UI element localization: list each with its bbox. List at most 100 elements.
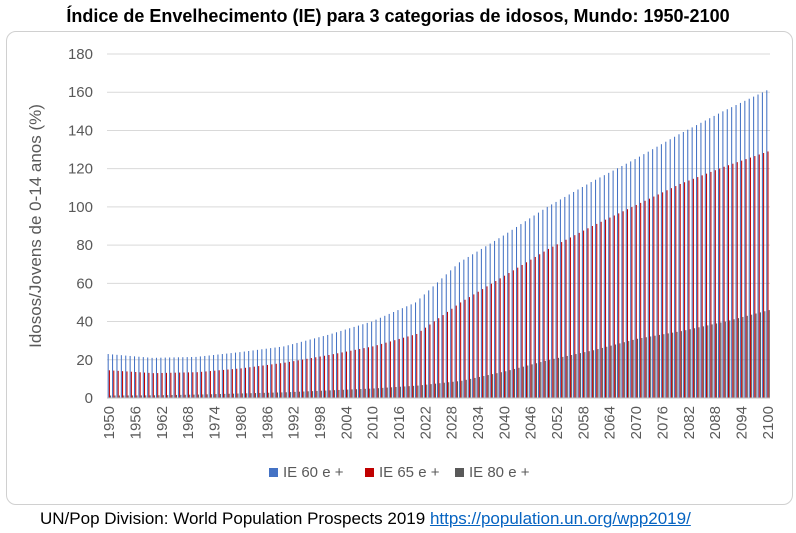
x-tick-label: 2040	[496, 406, 513, 439]
bar	[630, 161, 632, 398]
bar	[398, 338, 400, 398]
bar	[316, 390, 318, 398]
bar	[601, 347, 603, 398]
bar	[675, 186, 677, 398]
bar	[628, 341, 630, 398]
bar	[413, 385, 415, 398]
bar	[134, 356, 136, 398]
bar	[507, 232, 509, 398]
bar	[526, 262, 528, 398]
bar	[632, 339, 634, 398]
x-tick-label: 1986	[259, 406, 276, 439]
bar	[218, 370, 220, 398]
bar	[441, 278, 443, 398]
bar	[456, 381, 459, 398]
bar	[557, 357, 559, 398]
bar	[645, 337, 647, 398]
bar	[701, 175, 703, 398]
bar	[297, 360, 299, 398]
bar	[709, 118, 711, 399]
bar	[174, 372, 176, 398]
bar	[679, 183, 681, 398]
bar	[114, 395, 116, 398]
bar	[559, 199, 561, 398]
bar	[373, 388, 375, 398]
x-tick-label: 2082	[681, 406, 698, 439]
legend-label: IE 60 e +	[283, 464, 344, 481]
bar	[201, 371, 203, 398]
source-link[interactable]: https://population.un.org/wpp2019/	[429, 509, 691, 528]
bar	[182, 357, 184, 398]
bar	[122, 371, 124, 398]
bar	[694, 328, 696, 398]
bar	[219, 393, 221, 398]
bar	[588, 351, 590, 398]
bar	[605, 219, 607, 398]
bar	[452, 381, 454, 398]
bar	[151, 357, 153, 398]
bar	[173, 357, 175, 398]
bar	[302, 359, 304, 398]
bar	[266, 364, 268, 398]
bar	[421, 385, 423, 398]
bar	[152, 373, 154, 398]
bar	[160, 357, 162, 398]
y-tick-label: 20	[76, 352, 93, 369]
bar	[234, 352, 237, 398]
bar	[751, 314, 753, 398]
bar	[403, 337, 405, 398]
bar	[332, 354, 334, 398]
bar	[244, 367, 247, 398]
chart-title: Índice de Envelhecimento (IE) para 3 cat…	[66, 6, 730, 26]
bar	[417, 385, 419, 398]
bar	[689, 329, 691, 398]
bar	[727, 165, 730, 398]
bar	[638, 156, 640, 398]
bar	[606, 346, 608, 398]
bar	[562, 356, 564, 398]
bar	[618, 213, 620, 398]
x-tick-label: 2004	[338, 406, 355, 439]
legend-swatch	[365, 468, 374, 477]
bar	[372, 346, 374, 398]
bar	[648, 198, 650, 398]
bar	[609, 217, 611, 398]
bar	[654, 335, 656, 398]
bar	[741, 160, 743, 398]
bar	[458, 262, 460, 398]
bar	[342, 389, 344, 398]
bar	[603, 175, 605, 398]
bar	[230, 353, 232, 398]
bar	[433, 321, 435, 398]
bar	[566, 355, 568, 398]
bar	[162, 395, 164, 398]
bar	[379, 317, 381, 398]
y-tick-label: 120	[68, 161, 93, 178]
bar	[377, 388, 379, 398]
bar	[240, 368, 242, 398]
bar	[599, 177, 601, 398]
bar	[404, 386, 406, 398]
bar	[307, 391, 309, 398]
bar	[508, 273, 510, 398]
bar	[667, 333, 669, 398]
bar	[573, 191, 575, 398]
x-tick-label: 2010	[365, 406, 382, 439]
bar	[189, 394, 191, 398]
x-tick-label: 2100	[760, 406, 777, 439]
bar	[674, 136, 676, 398]
bar	[670, 188, 672, 398]
bar	[763, 153, 765, 398]
y-tick-label: 80	[76, 237, 93, 254]
bar	[516, 226, 518, 398]
bar	[436, 282, 438, 398]
bar	[428, 290, 430, 398]
x-tick-label: 1968	[180, 406, 197, 439]
bar	[250, 393, 252, 398]
bar	[746, 315, 748, 398]
bar	[158, 395, 160, 398]
bar	[610, 345, 612, 398]
bar	[596, 223, 598, 398]
bar	[758, 154, 760, 398]
